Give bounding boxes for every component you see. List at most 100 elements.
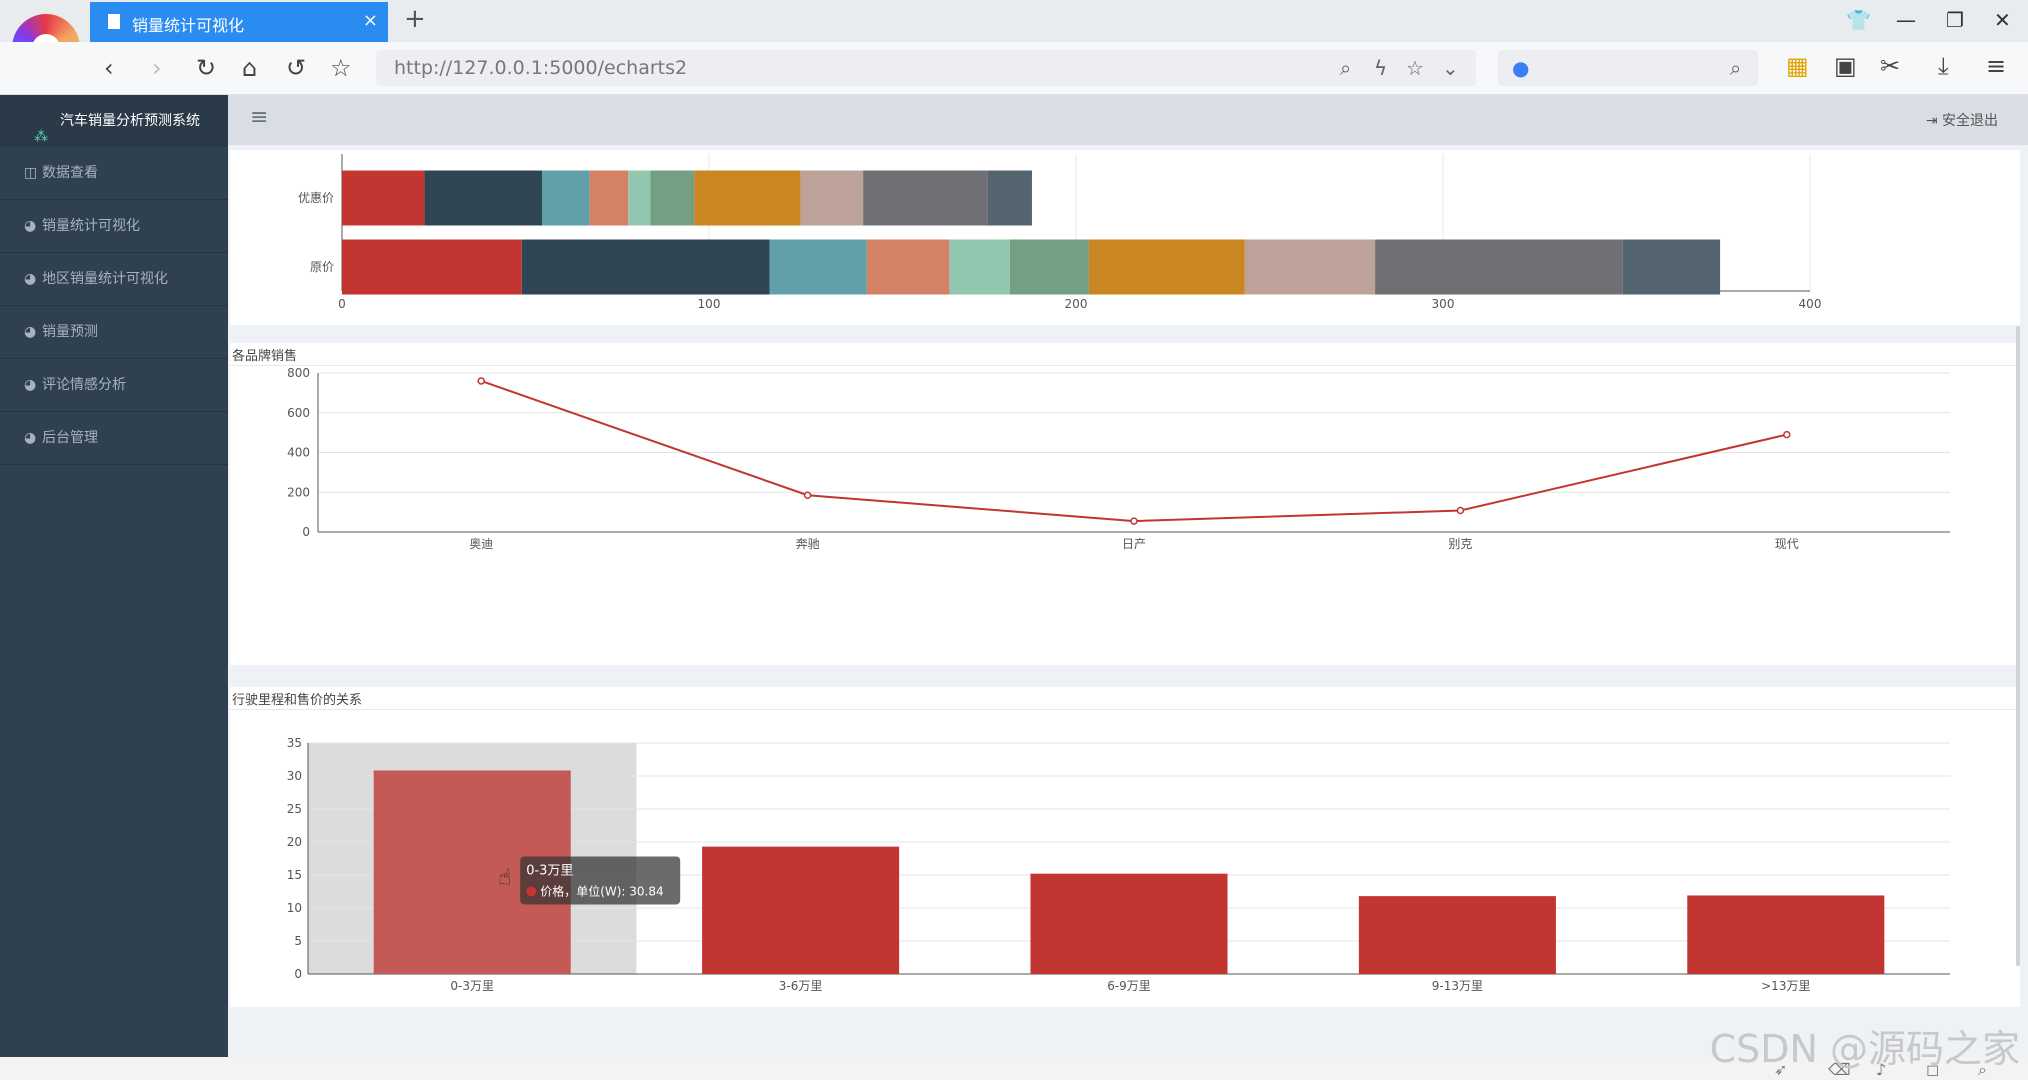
mileage-price-bar-chart: 0 5 10 15 20 25 30 35 0-3万里 3-6万里 6-9万里 9-13万里 >13万里…: [287, 736, 1950, 993]
browser-nav-bar: ‹ › ↻ ⌂ ↺ ☆ http://127.0.0.1:5000/echart…: [0, 42, 2028, 95]
zoom-status-icon[interactable]: ⌕: [1978, 1060, 1987, 1079]
minimize-icon[interactable]: —: [1896, 8, 1916, 32]
tab-close-icon[interactable]: ×: [362, 10, 378, 31]
sidebar-item-admin[interactable]: ◕ 后台管理: [0, 412, 228, 465]
table-icon: ◫: [24, 165, 38, 181]
bar: [1358, 896, 1556, 974]
browser-tab[interactable]: 销量统计可视化 ×: [90, 2, 388, 42]
tooltip: [520, 856, 681, 905]
bar-segment: [1009, 239, 1089, 295]
bar-segment: [800, 170, 864, 226]
sidebar-item-data-view[interactable]: ◫ 数据查看: [0, 147, 228, 200]
x-tick-label: 6-9万里: [1107, 979, 1151, 993]
y-tick-label: 优惠价: [298, 191, 334, 205]
x-tick-label: 300: [1432, 297, 1455, 311]
restore-icon[interactable]: ❐: [1946, 8, 1964, 32]
bar-segment: [342, 239, 522, 295]
sidebar-item-sentiment[interactable]: ◕ 评论情感分析: [0, 359, 228, 412]
trash-icon[interactable]: ⌫: [1828, 1060, 1851, 1079]
rocket-icon[interactable]: ➶: [1774, 1060, 1788, 1079]
logout-button[interactable]: ⇥ 安全退出: [1925, 113, 1998, 129]
sidebar-item-sales-visualization[interactable]: ◕ 销量统计可视化: [0, 200, 228, 253]
data-point: [1456, 506, 1465, 515]
skin-icon[interactable]: 👕: [1846, 8, 1871, 32]
x-tick-label: 奔驰: [796, 537, 820, 551]
address-bar[interactable]: http://127.0.0.1:5000/echarts2 ⌕ ϟ ☆ ⌄: [376, 50, 1476, 86]
browser-tab-bar: 销量统计可视化 × + 👕 — ❐ ✕: [0, 0, 2028, 82]
dashboard-icon: ◕: [24, 430, 37, 446]
x-tick-label: 9-13万里: [1432, 979, 1483, 993]
data-point: [1783, 430, 1791, 439]
bar-segment: [521, 239, 770, 295]
tooltip-marker: [526, 886, 537, 897]
new-tab-button[interactable]: +: [404, 4, 426, 34]
x-tick-label: 3-6万里: [779, 979, 823, 993]
download-icon[interactable]: ⤓: [1938, 52, 1949, 80]
sidebar-item-label: 评论情感分析: [42, 377, 126, 393]
tooltip-text: 价格，单位(W): 30.84: [540, 883, 663, 898]
reader-icon[interactable]: ▣: [1834, 52, 1857, 80]
bookmark-icon[interactable]: ☆: [330, 54, 352, 82]
bar-segment: [424, 170, 543, 226]
price-chart-panel: 0 100 200 300 400 原价 优惠价: [230, 150, 2020, 325]
tooltip-title: 0-3万里: [526, 863, 573, 878]
dashboard-icon: ◕: [24, 218, 37, 234]
sidebar-item-region-visualization[interactable]: ◕ 地区销量统计可视化: [0, 253, 228, 306]
price-stacked-bar-chart: 0 100 200 300 400 原价 优惠价: [298, 154, 1821, 311]
sidebar-item-label: 销量预测: [42, 324, 98, 340]
bar-segment: [949, 239, 1010, 295]
brand-title: 汽车销量分析预测系统: [60, 113, 200, 129]
bar-segment: [1375, 239, 1623, 295]
brand[interactable]: ⁂ 汽车销量分析预测系统: [0, 95, 228, 147]
scrollbar[interactable]: [2016, 326, 2020, 966]
dropdown-icon[interactable]: ⌄: [1442, 56, 1459, 80]
bar: [1687, 895, 1885, 974]
url-text: http://127.0.0.1:5000/echarts2: [394, 57, 688, 79]
sidebar-item-sales-forecast[interactable]: ◕ 销量预测: [0, 306, 228, 359]
dashboard-icon: ◕: [24, 377, 37, 393]
bar-segment: [1622, 239, 1721, 295]
y-tick-label: 20: [287, 835, 302, 849]
menu-icon[interactable]: ≡: [1986, 52, 2007, 80]
bar-segment: [342, 170, 425, 226]
bar-segment: [542, 170, 590, 226]
forward-icon[interactable]: ›: [152, 54, 162, 82]
search-icon[interactable]: ⌕: [1730, 56, 1742, 80]
bar-segment: [987, 170, 1032, 226]
apps-icon[interactable]: ▦: [1786, 52, 1809, 80]
y-tick-label: 400: [287, 446, 310, 460]
baidu-icon: ●: [1512, 56, 1530, 80]
watermark: CSDN @源码之家: [1709, 1027, 2020, 1071]
menu-toggle-icon[interactable]: ≡: [250, 105, 269, 130]
favorite-icon[interactable]: ☆: [1406, 56, 1424, 80]
bar-segment: [694, 170, 801, 226]
scissors-icon[interactable]: ✂: [1880, 52, 1901, 80]
logout-label: 安全退出: [1942, 113, 1998, 129]
zoom-icon[interactable]: ⌕: [1340, 56, 1352, 80]
volume-icon[interactable]: ♪: [1876, 1060, 1887, 1079]
sidebar-item-label: 数据查看: [42, 165, 98, 181]
home-icon[interactable]: ⌂: [242, 54, 258, 82]
x-tick-label: 200: [1065, 297, 1088, 311]
cursor-icon: ☝: [498, 865, 511, 890]
close-window-icon[interactable]: ✕: [1994, 8, 2011, 32]
bar-segment: [589, 170, 629, 226]
back-icon[interactable]: ‹: [104, 54, 114, 82]
data-point: [477, 377, 485, 385]
main-content: 0 100 200 300 400 原价 优惠价 各品牌销售 0 200 400 600 800 奥迪…: [228, 145, 2028, 1057]
chart-title: 各品牌销售: [232, 349, 298, 364]
y-tick-label: 0: [302, 525, 310, 539]
flash-icon[interactable]: ϟ: [1374, 56, 1388, 80]
reload-icon[interactable]: ↻: [196, 54, 217, 82]
y-tick-label: 15: [287, 868, 302, 882]
status-bar: [0, 1057, 2028, 1080]
search-box[interactable]: ● ⌕: [1498, 50, 1758, 86]
undo-icon[interactable]: ↺: [286, 54, 307, 82]
mileage-price-panel: 行驶里程和售价的关系 0 5 10 15 20 25 30 35 0-3万里 3-6万里 6-9万里…: [230, 687, 2020, 1007]
sidebar: ⁂ 汽车销量分析预测系统 ◫ 数据查看 ◕ 销量统计可视化 ◕ 地区销量统计可视…: [0, 95, 228, 1057]
y-tick-label: 200: [287, 485, 310, 499]
y-tick-label: 10: [287, 901, 302, 915]
window-icon[interactable]: ◻: [1926, 1060, 1940, 1079]
x-tick-label: >13万里: [1761, 979, 1810, 993]
bar-segment: [866, 239, 950, 295]
